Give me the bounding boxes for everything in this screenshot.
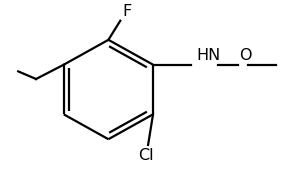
Text: HN: HN — [196, 48, 221, 63]
Text: F: F — [122, 4, 132, 19]
Text: O: O — [239, 48, 252, 63]
Text: Cl: Cl — [138, 148, 154, 163]
